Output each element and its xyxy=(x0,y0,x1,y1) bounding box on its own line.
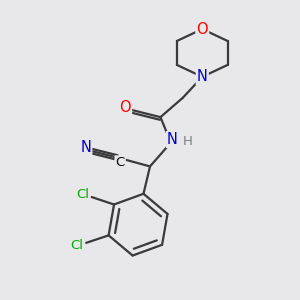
Text: Cl: Cl xyxy=(76,188,89,200)
Text: N: N xyxy=(80,140,91,154)
Text: N: N xyxy=(167,132,178,147)
Text: Cl: Cl xyxy=(71,239,84,252)
Text: O: O xyxy=(196,22,208,37)
Text: N: N xyxy=(197,69,208,84)
Text: H: H xyxy=(182,134,192,148)
Text: C: C xyxy=(116,156,125,169)
Text: O: O xyxy=(119,100,131,115)
